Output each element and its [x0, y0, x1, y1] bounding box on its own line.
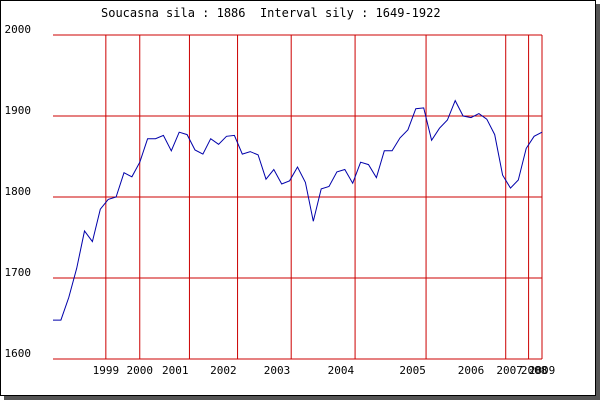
y-tick-label-1600: 1600: [5, 347, 32, 360]
x-tick-label-2006: 2006: [458, 364, 485, 377]
x-tick-label-2004: 2004: [328, 364, 355, 377]
chart-header: Soucasna sila : 1886 Interval sily : 164…: [101, 6, 441, 20]
x-tick-label-2009: 2009: [529, 364, 556, 377]
x-tick-label-2007: 2007: [496, 364, 523, 377]
x-tick-label-2005: 2005: [399, 364, 426, 377]
y-tick-label-1800: 1800: [5, 185, 32, 198]
x-tick-label-2008: 2008: [521, 364, 548, 377]
y-tick-label-1700: 1700: [5, 266, 32, 279]
x-tick-label-2000: 2000: [127, 364, 154, 377]
current-force-value: 1886: [216, 6, 246, 20]
x-tick-label-1999: 1999: [93, 364, 120, 377]
line-chart: 1600 1700 1800 1900 2000 1999 2000 2001 2002 2003…: [5, 23, 556, 377]
series-line: [53, 99, 543, 321]
x-tick-label-2002: 2002: [210, 364, 237, 377]
y-tick-label-1900: 1900: [5, 104, 32, 117]
x-tick-label-2001: 2001: [162, 364, 189, 377]
force-interval-label: Interval sily :: [259, 6, 376, 20]
y-tick-label-2000: 2000: [5, 23, 32, 36]
force-interval-value: 1649-1922: [375, 6, 441, 20]
current-force-label: Soucasna sila :: [101, 6, 217, 20]
x-tick-label-2003: 2003: [264, 364, 291, 377]
